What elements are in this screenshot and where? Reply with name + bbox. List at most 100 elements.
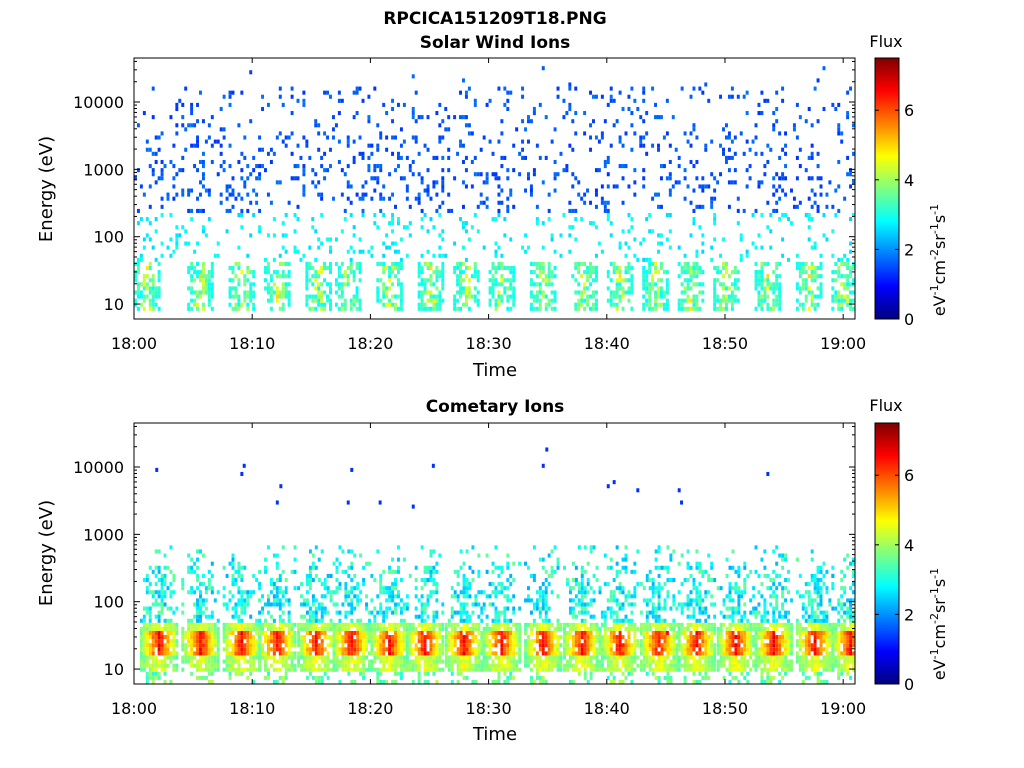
heatmap-cell (139, 651, 143, 656)
heatmap-cell (297, 586, 301, 591)
heatmap-cell (234, 606, 238, 611)
heatmap-cell (473, 172, 477, 177)
heatmap-cell (151, 651, 155, 656)
heatmap-cell (320, 306, 324, 311)
heatmap-cell (281, 659, 285, 664)
heatmap-cell (350, 635, 354, 640)
heatmap-cell (438, 290, 442, 295)
heatmap-cell (432, 549, 436, 554)
heatmap-cell (145, 286, 149, 291)
heatmap-cell (603, 200, 607, 205)
heatmap-cell (804, 168, 808, 173)
heatmap-cell (491, 217, 495, 222)
heatmap-cell (293, 667, 297, 672)
heatmap-cell (497, 302, 501, 307)
heatmap-cell (258, 610, 262, 615)
heatmap-cell (225, 663, 229, 668)
heatmap-cell (574, 663, 578, 668)
heatmap-cell (819, 176, 823, 181)
heatmap-cell (166, 192, 170, 197)
heatmap-cell (376, 635, 380, 640)
heatmap-cell (396, 217, 400, 222)
heatmap-cell (293, 630, 297, 636)
heatmap-cell (512, 639, 516, 644)
heatmap-cell (207, 290, 211, 295)
heatmap-cell (471, 569, 475, 574)
heatmap-cell (500, 590, 504, 595)
heatmap-cell (494, 302, 498, 307)
heatmap-cell (237, 282, 241, 287)
heatmap-cell (394, 610, 397, 615)
heatmap-cell (293, 586, 297, 591)
heatmap-cell (344, 582, 348, 587)
heatmap-cell (225, 647, 229, 652)
heatmap-cell (388, 586, 392, 591)
heatmap-cell (535, 659, 539, 664)
heatmap-cell (193, 265, 197, 271)
heatmap-cell (541, 221, 545, 226)
heatmap-cell (356, 663, 360, 668)
heatmap-cell (142, 306, 146, 311)
heatmap-cell (160, 630, 164, 636)
heatmap-cell (358, 306, 362, 311)
heatmap-cell (399, 306, 403, 311)
heatmap-cell (429, 278, 433, 283)
heatmap-cell (396, 155, 400, 160)
heatmap-cell (391, 569, 395, 574)
heatmap-cell (281, 306, 285, 311)
heatmap-cell (453, 651, 457, 656)
heatmap-cell (494, 606, 498, 611)
heatmap-cell (302, 98, 306, 103)
heatmap-cell (497, 614, 501, 619)
heatmap-cell (733, 135, 737, 140)
heatmap-cell (379, 131, 383, 136)
heatmap-cell (571, 208, 575, 213)
heatmap-cell (589, 630, 593, 636)
heatmap-cell (592, 626, 596, 631)
heatmap-cell (465, 582, 469, 587)
heatmap-cell (459, 143, 462, 148)
heatmap-cell (136, 208, 140, 213)
heatmap-cell (550, 139, 554, 144)
heatmap-cell (255, 639, 259, 644)
heatmap-cell (506, 265, 510, 271)
heatmap-cell (775, 286, 779, 291)
heatmap-cell (402, 102, 406, 107)
heatmap-cell (429, 655, 433, 660)
heatmap-cell (426, 630, 430, 636)
heatmap-cell (160, 168, 164, 173)
heatmap-cell (772, 123, 776, 128)
heatmap-cell (645, 298, 649, 303)
heatmap-cell (317, 651, 321, 656)
heatmap-cell (615, 306, 619, 311)
heatmap-cell (411, 135, 415, 140)
heatmap-cell (344, 622, 348, 627)
heatmap-cell (535, 675, 539, 680)
heatmap-cell (624, 253, 628, 258)
heatmap-cell (500, 298, 504, 303)
heatmap-cell (299, 257, 303, 262)
heatmap-cell (216, 635, 220, 640)
heatmap-cell (136, 261, 140, 266)
heatmap-cell (781, 172, 785, 177)
heatmap-cell (151, 647, 155, 652)
heatmap-cell (547, 582, 551, 587)
heatmap-cell (748, 176, 752, 181)
heatmap-cell (497, 630, 501, 636)
heatmap-cell (402, 626, 406, 631)
heatmap-cell (491, 618, 495, 623)
heatmap-cell (535, 626, 539, 631)
heatmap-cell (420, 647, 424, 652)
heatmap-cell (391, 651, 395, 656)
heatmap-cell (852, 123, 855, 128)
heatmap-cell (210, 261, 214, 266)
heatmap-cell (169, 212, 173, 218)
heatmap-cell (199, 278, 202, 283)
heatmap-cell (391, 594, 395, 599)
heatmap-cell (204, 282, 208, 287)
heatmap-cell (497, 86, 501, 91)
heatmap-cell (459, 655, 463, 660)
heatmap-cell (831, 102, 835, 107)
heatmap-cell (464, 184, 468, 189)
heatmap-cell (618, 90, 622, 95)
